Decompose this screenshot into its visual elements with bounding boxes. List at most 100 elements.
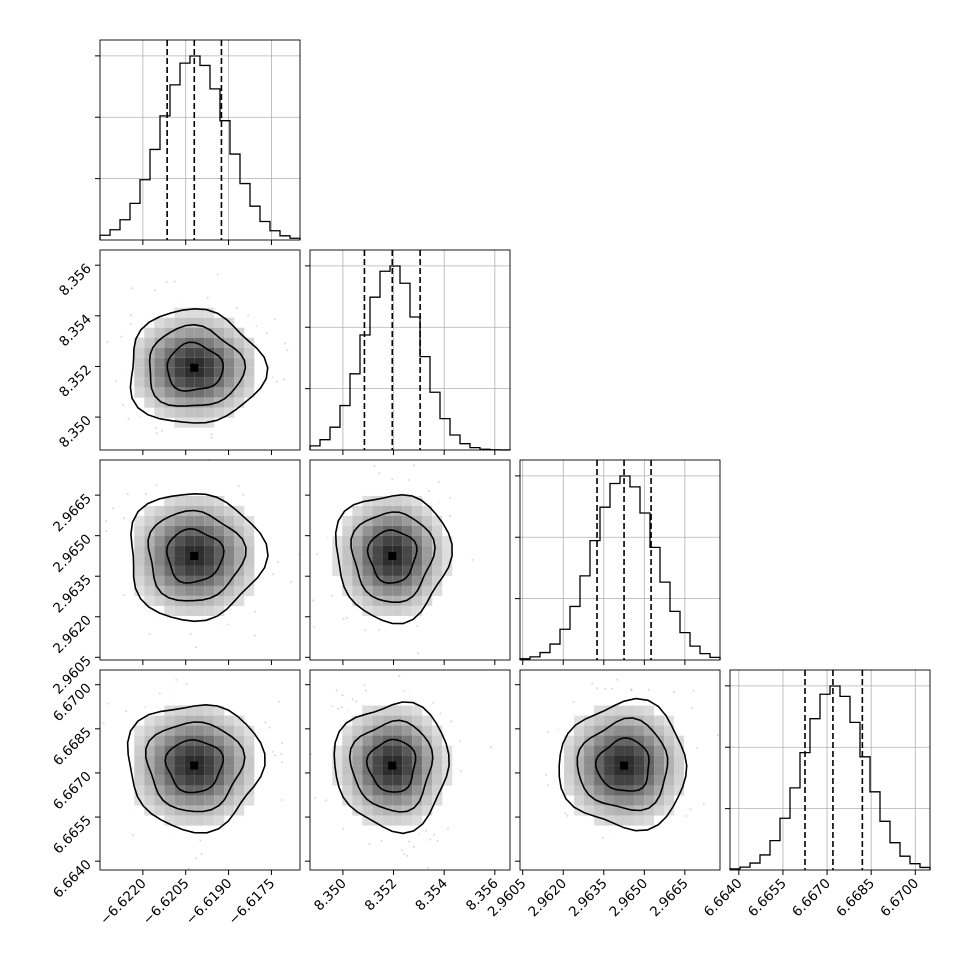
density-cell: [624, 745, 635, 756]
contour-inner: [366, 529, 418, 584]
density-cell: [174, 347, 185, 358]
density-cell: [234, 367, 245, 378]
x-tick-label: 8.352: [362, 876, 401, 915]
density-cell: [214, 357, 225, 368]
density-cell: [194, 785, 205, 796]
density-cell: [412, 575, 423, 586]
density-cell: [234, 387, 245, 398]
scatter-point: [274, 754, 276, 757]
scatter-point: [105, 520, 108, 523]
density-cell: [372, 545, 383, 556]
hist-panel-2: [305, 249, 511, 455]
density-cell: [392, 555, 403, 566]
density-cell: [134, 765, 145, 776]
density-cell: [372, 595, 383, 606]
density-cell: [594, 785, 605, 796]
density-panel-4-2: 8.350 8.352 8.354 8.356: [305, 669, 511, 915]
density-cell: [422, 535, 433, 546]
density-cell: [174, 815, 185, 826]
density-cell: [214, 565, 225, 576]
density-cell: [214, 555, 225, 566]
density-cell: [604, 735, 615, 746]
density-cell: [214, 505, 225, 516]
scatter-point: [403, 853, 406, 856]
density-cell: [594, 805, 605, 816]
density-cell: [184, 407, 195, 418]
density-cell: [382, 545, 393, 556]
density-cell: [372, 535, 383, 546]
density-cell: [214, 367, 225, 378]
density-cell: [194, 715, 205, 726]
density-cell: [352, 545, 363, 556]
density-cell: [154, 795, 165, 806]
scatter-point: [106, 702, 109, 705]
density-cell: [144, 555, 155, 566]
density-cell: [174, 505, 185, 516]
density-cell: [412, 815, 423, 826]
density-cell: [664, 775, 675, 786]
density-cell: [604, 745, 615, 756]
density-cell: [412, 735, 423, 746]
density-cell: [164, 387, 175, 398]
x-tick-label: 2.9620: [525, 876, 570, 921]
density-cell: [164, 505, 175, 516]
density-cell: [164, 515, 175, 526]
density-cell: [392, 775, 403, 786]
density-cell: [194, 605, 205, 616]
density-cell: [432, 575, 443, 586]
x-tick-label: 6.6655: [745, 876, 790, 921]
density-cell: [194, 407, 205, 418]
density-cell: [234, 775, 245, 786]
density-cell: [164, 337, 175, 348]
density-cell: [144, 795, 155, 806]
density-cell: [164, 735, 175, 746]
density-cell: [214, 407, 225, 418]
density-cell: [204, 785, 215, 796]
scatter-point: [155, 432, 158, 435]
contour-outer: [126, 703, 266, 834]
density-cell: [644, 785, 655, 796]
density-cell: [392, 795, 403, 806]
density-cell: [594, 725, 605, 736]
x-tick-label: 6.6685: [833, 876, 878, 921]
density-cell: [214, 725, 225, 736]
density-cell: [144, 755, 155, 766]
scatter-point: [226, 623, 229, 626]
scatter-point: [123, 517, 126, 520]
density-cell: [574, 795, 585, 806]
scatter-point: [281, 742, 284, 744]
hist-panel-3: [515, 459, 721, 665]
density-cell: [614, 775, 625, 786]
density-cell: [144, 535, 155, 546]
density-cell: [432, 775, 443, 786]
density-cell: [332, 755, 343, 766]
histogram-series: [519, 475, 721, 660]
hist-grid: [100, 40, 300, 240]
density-cell: [214, 495, 225, 506]
density-cell: [412, 775, 423, 786]
density-cell: [422, 715, 433, 726]
hist-grid: [310, 250, 510, 450]
contour-middle: [148, 323, 247, 407]
density-cell: [154, 525, 165, 536]
density-cell: [362, 775, 373, 786]
density-cell: [362, 795, 373, 806]
density-cell: [352, 805, 363, 816]
density-cell: [362, 585, 373, 596]
density-cell: [372, 525, 383, 536]
density-peak: [388, 761, 397, 770]
density-cell: [392, 495, 403, 506]
y-tick-label: 2.9620: [50, 612, 95, 657]
density-cell: [432, 565, 443, 576]
density-cell: [134, 575, 145, 586]
density-cell: [224, 347, 235, 358]
density-cell: [392, 535, 403, 546]
scatter-point: [412, 845, 415, 848]
density-cell: [402, 715, 413, 726]
density-cell: [154, 805, 165, 816]
density-cell: [342, 515, 353, 526]
density-cell: [362, 525, 373, 536]
density-cell: [342, 765, 353, 776]
scatter-point: [200, 853, 203, 856]
density-cell: [134, 515, 145, 526]
